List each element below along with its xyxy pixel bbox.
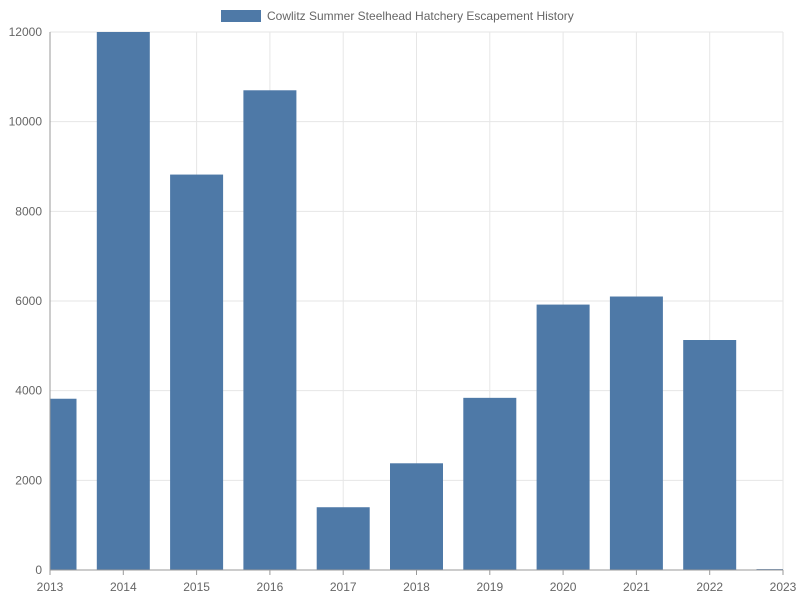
- x-tick-label: 2015: [183, 580, 210, 594]
- y-tick-label: 6000: [15, 294, 42, 308]
- x-tick-label: 2020: [550, 580, 577, 594]
- y-tick-label: 0: [35, 563, 42, 577]
- x-tick-label: 2013: [37, 580, 64, 594]
- legend: Cowlitz Summer Steelhead Hatchery Escape…: [221, 9, 574, 23]
- x-tick-label: 2023: [770, 580, 797, 594]
- x-tick-label: 2016: [257, 580, 284, 594]
- bar-2015: [170, 174, 224, 570]
- bar-2016: [243, 90, 297, 571]
- y-tick-label: 12000: [9, 25, 43, 39]
- y-tick-label: 10000: [9, 115, 43, 129]
- bar-2019: [463, 397, 517, 570]
- y-tick-label: 8000: [15, 204, 42, 218]
- bar-2020: [536, 304, 590, 570]
- x-tick-label: 2017: [330, 580, 357, 594]
- y-axis-ticks: 0 2000 4000 6000 8000 10000 12000: [9, 25, 43, 577]
- bar-2021: [609, 296, 663, 570]
- x-tick-label: 2014: [110, 580, 137, 594]
- bars: [50, 32, 783, 571]
- y-tick-label: 2000: [15, 473, 42, 487]
- legend-swatch: [221, 10, 261, 22]
- x-tick-label: 2019: [476, 580, 503, 594]
- bar-2018: [390, 463, 443, 570]
- x-tick-label: 2021: [623, 580, 650, 594]
- legend-label: Cowlitz Summer Steelhead Hatchery Escape…: [267, 9, 574, 23]
- bar-2013: [50, 398, 77, 570]
- bar-2022: [683, 340, 737, 570]
- bar-2014: [96, 32, 150, 570]
- x-tick-label: 2022: [696, 580, 723, 594]
- x-tick-label: 2018: [403, 580, 430, 594]
- x-axis-ticks: 2013 2014 2015 2016 2017 2018 2019 2020 2021 2022…: [37, 570, 797, 594]
- bar-2017: [316, 507, 370, 570]
- y-tick-label: 4000: [15, 384, 42, 398]
